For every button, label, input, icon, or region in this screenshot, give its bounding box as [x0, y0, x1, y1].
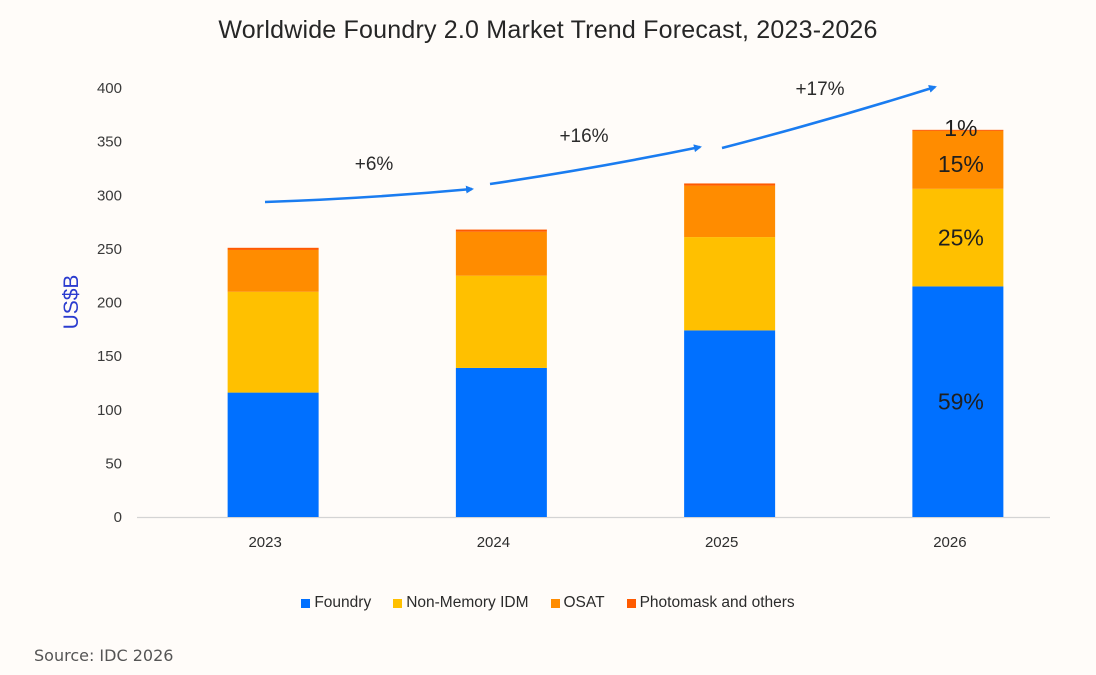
- bar-segment-foundry-2023: [227, 392, 319, 517]
- bar-segment-non-memory-idm-2026: [912, 188, 1004, 287]
- bar-segment-osat-2026: [912, 130, 1004, 189]
- bar-segment-foundry-2024: [455, 367, 547, 517]
- growth-arrow: [721, 84, 937, 150]
- y-axis-label: US$B: [60, 275, 83, 330]
- bar-segment-osat-2023: [227, 249, 319, 292]
- legend-swatch: [301, 598, 311, 608]
- growth-label: +6%: [355, 154, 394, 175]
- share-label: 15%: [938, 151, 984, 177]
- bar-segment-non-memory-idm-2023: [227, 291, 319, 393]
- x-tick-label: 2024: [477, 534, 510, 551]
- legend-swatch: [393, 598, 403, 608]
- chart-title: Worldwide Foundry 2.0 Market Trend Forec…: [218, 16, 878, 44]
- legend-item: Photomask and others: [626, 594, 795, 612]
- legend-label: OSAT: [563, 594, 605, 611]
- share-label: 59%: [938, 389, 984, 415]
- bar-segment-non-memory-idm-2025: [684, 237, 776, 331]
- bar-segment-foundry-2026: [912, 286, 1004, 517]
- growth-label: +17%: [795, 79, 844, 100]
- x-tick-label: 2025: [705, 534, 738, 551]
- legend-label: Photomask and others: [639, 594, 795, 611]
- x-tick-label: 2023: [248, 534, 281, 551]
- y-tick-label: 150: [97, 348, 122, 365]
- legend-item: OSAT: [550, 594, 605, 612]
- growth-arrow: [264, 185, 474, 204]
- y-axis-ticks: 0 50 100 150 200 250 300 350 400: [97, 80, 122, 526]
- bar-segment-foundry-2025: [684, 330, 776, 517]
- growth-arrow: [489, 144, 702, 186]
- legend-swatch: [626, 598, 636, 608]
- bar-segment-non-memory-idm-2024: [455, 275, 547, 368]
- share-labels: 59% 25% 15% 1%: [938, 115, 984, 415]
- x-tick-label: 2026: [933, 534, 966, 551]
- legend-item: Foundry: [301, 594, 371, 612]
- y-tick-label: 400: [97, 80, 122, 97]
- legend-swatch: [550, 598, 560, 608]
- y-tick-label: 100: [97, 402, 122, 419]
- share-label: 1%: [944, 115, 977, 141]
- bar-segment-photomask-and-others-2023: [227, 247, 319, 250]
- bar-segment-photomask-and-others-2025: [684, 183, 776, 186]
- bar-segment-osat-2025: [684, 185, 776, 238]
- y-tick-label: 350: [97, 134, 122, 151]
- growth-label: +16%: [559, 126, 608, 147]
- bars: [227, 129, 1004, 517]
- legend: Foundry Non-Memory IDM OSAT Photomask and o…: [0, 594, 1096, 612]
- y-tick-label: 200: [97, 295, 122, 312]
- y-tick-label: 50: [105, 455, 122, 472]
- source-note: Source: IDC 2026: [34, 646, 174, 665]
- bar-segment-osat-2024: [455, 231, 547, 276]
- y-tick-label: 300: [97, 187, 122, 204]
- growth-arrows: +6% +16% +17%: [264, 79, 937, 204]
- legend-item: Non-Memory IDM: [393, 594, 529, 612]
- x-axis-ticks: 2023 2024 2025 2026: [248, 534, 966, 551]
- legend-label: Non-Memory IDM: [406, 594, 529, 611]
- legend-label: Foundry: [314, 594, 372, 611]
- bar-segment-photomask-and-others-2024: [455, 229, 547, 232]
- bar-segment-photomask-and-others-2026: [912, 129, 1004, 131]
- y-tick-label: 0: [114, 509, 122, 526]
- share-label: 25%: [938, 225, 984, 251]
- y-tick-label: 250: [97, 241, 122, 258]
